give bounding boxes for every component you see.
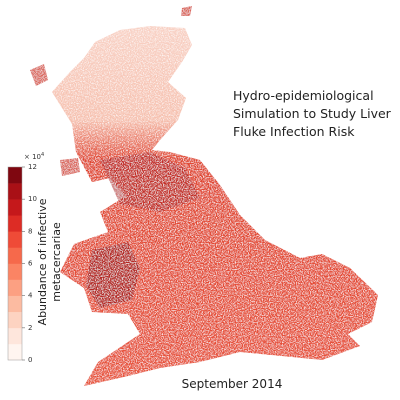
colorbar-multiplier: × 104: [24, 152, 44, 162]
colorbar-tick-label: 8: [28, 227, 32, 235]
multiplier-exponent: 4: [41, 152, 44, 158]
colorbar-tick-label: 2: [28, 324, 32, 332]
colorbar-band: [8, 263, 22, 280]
colorbar-label-line: metacercariae: [50, 222, 63, 302]
colorbar-band: [8, 199, 22, 216]
colorbar-band: [8, 327, 22, 345]
colorbar-band: [8, 279, 22, 296]
colorbar-label-line: Abundance of infective: [36, 198, 49, 325]
wales-high-risk: [86, 242, 140, 308]
colorbar-band: [8, 167, 22, 184]
title-line: Fluke Infection Risk: [233, 124, 355, 139]
title-line: Hydro-epidemiological: [233, 88, 374, 103]
colorbar-band: [8, 247, 22, 264]
northern-high-risk: [100, 152, 200, 212]
colorbar-tick-label: 12: [28, 163, 37, 171]
colorbar-band: [8, 343, 22, 361]
colorbar-band: [8, 311, 22, 329]
title: Hydro-epidemiological Simulation to Study…: [233, 88, 392, 139]
date-label: September 2014: [182, 377, 283, 391]
colorbar-band: [8, 183, 22, 200]
multiplier-base: × 10: [24, 153, 41, 161]
colorbar-tick-label: 4: [28, 292, 33, 300]
colorbar-tick-label: 10: [28, 195, 37, 203]
colorbar-label: Abundance of infective metacercariae: [36, 198, 63, 325]
colorbar-band: [8, 231, 22, 248]
title-line: Simulation to Study Liver: [233, 106, 392, 121]
colorbar-band: [8, 215, 22, 232]
map: [30, 6, 378, 386]
great-britain: [52, 26, 378, 386]
colorbar-tick-label: 0: [28, 356, 32, 364]
colorbar-band: [8, 295, 22, 313]
colorbar-tick-label: 6: [28, 260, 33, 268]
